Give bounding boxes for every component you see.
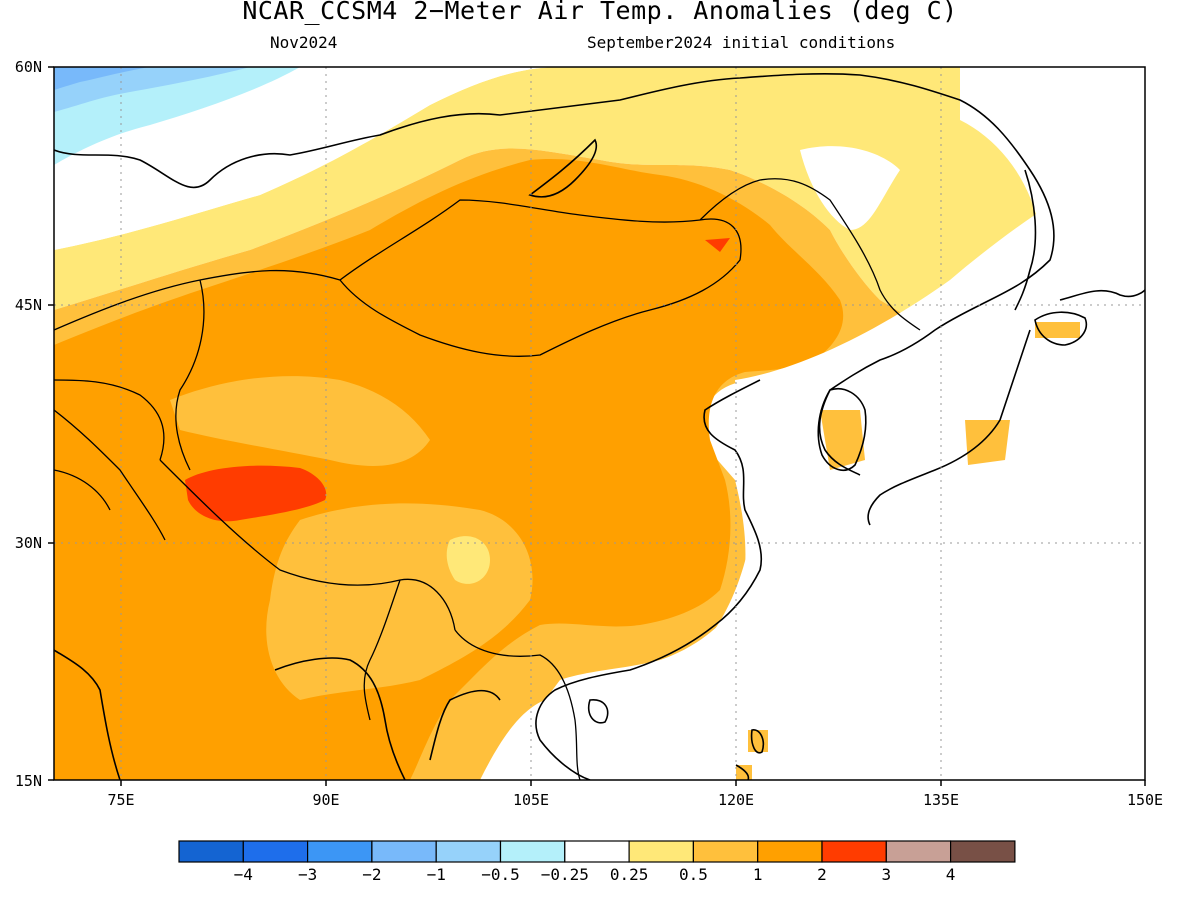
colorbar-label-1: −3 xyxy=(298,865,317,884)
colorbar-label-0: −4 xyxy=(234,865,253,884)
colorbar-swatch-8 xyxy=(692,840,759,863)
colorbar: −4 −3 −2 −1 −0.5 −0.25 0.25 0.5 1 2 3 4 xyxy=(178,840,1016,884)
colorbar-label-6: 0.25 xyxy=(610,865,649,884)
colorbar-swatch-9 xyxy=(757,840,823,863)
anomaly-region-japan xyxy=(965,420,1010,465)
coastline-asia xyxy=(54,72,1055,476)
japan-honshu xyxy=(867,329,1031,526)
anomaly-region-0.25-0.5-patch xyxy=(446,536,490,584)
border-india-north xyxy=(54,409,166,541)
colorbar-swatch-6 xyxy=(564,840,630,863)
lon-label-120e: 120E xyxy=(718,791,754,809)
colorbar-label-10: 3 xyxy=(881,865,891,884)
colorbar-swatch-3 xyxy=(371,840,437,863)
tick-marks xyxy=(48,66,1146,786)
map-title: NCAR_CCSM4 2−Meter Air Temp. Anomalies (… xyxy=(242,0,958,25)
colorbar-swatch-10 xyxy=(821,840,887,863)
taiwan xyxy=(750,729,765,754)
coastlines xyxy=(54,72,1145,780)
kamchatka-edge xyxy=(1059,289,1145,301)
lat-label-60n: 60N xyxy=(15,58,42,76)
border-kazakh xyxy=(54,269,341,331)
anomaly-region-0.25-0.5 xyxy=(54,67,1040,330)
border-myanmar xyxy=(363,579,401,721)
lat-label-45n: 45N xyxy=(15,296,42,314)
border-china-west xyxy=(175,279,205,471)
anomaly-region-0.5-1-patch-a xyxy=(170,376,430,466)
forecast-month: Nov2024 xyxy=(270,33,338,52)
colorbar-label-2: −2 xyxy=(362,865,381,884)
colorbar-label-7: 0.5 xyxy=(679,865,708,884)
colorbar-label-5: −0.25 xyxy=(541,865,589,884)
colorbar-label-3: −1 xyxy=(427,865,446,884)
coastline-india xyxy=(54,649,121,780)
plot-frame xyxy=(53,66,1146,781)
lon-label-135e: 135E xyxy=(923,791,959,809)
anomaly-region-korea xyxy=(820,410,865,470)
coastline-sea-se xyxy=(429,689,501,761)
colorbar-label-8: 1 xyxy=(753,865,763,884)
country-borders xyxy=(54,178,921,780)
colorbar-swatch-2 xyxy=(307,840,373,863)
lat-label-30n: 30N xyxy=(15,534,42,552)
baikal xyxy=(528,138,597,198)
anomaly-region-2-3-small xyxy=(705,238,730,252)
colorbar-swatch-12 xyxy=(949,840,1016,863)
lon-label-75e: 75E xyxy=(107,791,134,809)
lon-label-105e: 105E xyxy=(513,791,549,809)
anomaly-region-neg-0.5 xyxy=(54,67,250,112)
coastline-china xyxy=(535,379,763,780)
border-afghan xyxy=(54,469,111,511)
lon-label-90e: 90E xyxy=(312,791,339,809)
colorbar-swatch-7 xyxy=(628,840,694,863)
neutral-region-east xyxy=(800,146,900,230)
anomaly-region-hokkaido xyxy=(1035,322,1080,338)
neutral-region-sea xyxy=(600,150,1145,780)
colorbar-label-11: 4 xyxy=(946,865,956,884)
border-himalaya xyxy=(159,459,456,631)
colorbar-swatch-5 xyxy=(499,840,566,863)
anomaly-region-2-3 xyxy=(185,465,327,522)
philippines xyxy=(735,764,750,780)
coastline-bay xyxy=(274,657,406,780)
japan-hokkaido xyxy=(1034,311,1087,346)
hainan xyxy=(587,699,609,724)
anomaly-region-1-2 xyxy=(54,159,844,780)
colorbar-label-9: 2 xyxy=(817,865,827,884)
colorbar-swatch-1 xyxy=(242,840,309,863)
colorbar-swatch-0 xyxy=(178,840,244,863)
lat-label-15n: 15N xyxy=(15,772,42,790)
korea-outline xyxy=(817,388,867,471)
anomaly-region-neg-1 xyxy=(54,67,150,90)
anomaly-field xyxy=(54,67,1145,780)
colorbar-label-4: −0.5 xyxy=(481,865,520,884)
border-russia-china xyxy=(699,178,921,331)
lon-label-150e: 150E xyxy=(1127,791,1163,809)
colorbar-swatch-11 xyxy=(885,840,952,863)
colorbar-swatch-4 xyxy=(435,840,502,863)
initial-conditions: September2024 initial conditions xyxy=(587,33,896,52)
sakhalin xyxy=(1014,169,1037,311)
border-central-asia xyxy=(54,379,165,461)
border-mongolia xyxy=(339,199,742,357)
border-indochina xyxy=(454,629,581,780)
